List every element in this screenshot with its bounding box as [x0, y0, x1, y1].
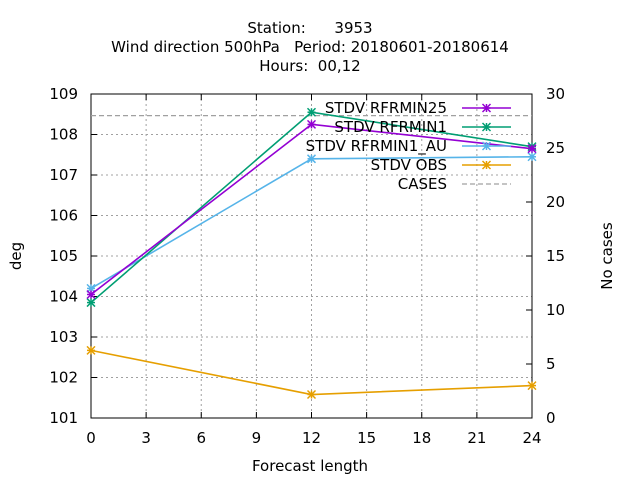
- y2-axis-label: No cases: [598, 222, 616, 290]
- data-point: [527, 152, 537, 162]
- legend-marker: [481, 141, 492, 151]
- title-line: Station: 3953: [247, 19, 372, 37]
- data-point: [306, 154, 317, 164]
- y-axis: 101 102 103 104 105 106 107 108 109: [49, 85, 97, 427]
- y-tick-label: 102: [49, 369, 78, 387]
- y-tick-label: 104: [49, 288, 78, 306]
- x-tick-label: 3: [141, 429, 151, 447]
- x-tick-label: 15: [357, 429, 376, 447]
- data-point: [527, 144, 537, 154]
- series: [86, 107, 537, 400]
- legend-label: CASES: [398, 175, 447, 193]
- grid: [91, 94, 532, 418]
- y2-tick-label: 5: [546, 355, 556, 373]
- x-tick-label: 24: [522, 429, 541, 447]
- series-line: [90, 155, 533, 290]
- y-tick-label: 107: [49, 166, 78, 184]
- x-tick-label: 6: [196, 429, 206, 447]
- legend-marker: [481, 103, 492, 113]
- y2-axis: 0 5 10 15 20 25 30: [526, 85, 565, 427]
- title-line: Wind direction 500hPa Period: 20180601-2…: [111, 38, 509, 56]
- legend-label: STDV RFRMIN1_AU: [306, 137, 447, 156]
- y-tick-label: 106: [49, 207, 78, 225]
- data-point: [86, 289, 96, 300]
- x-tick-label: 0: [86, 429, 96, 447]
- y2-tick-label: 10: [546, 301, 565, 319]
- data-point: [306, 119, 317, 129]
- data-point: [527, 381, 537, 391]
- x-tick-label: 9: [252, 429, 262, 447]
- y2-tick-label: 15: [546, 247, 565, 265]
- data-point: [86, 345, 96, 355]
- y2-tick-label: 25: [546, 139, 565, 157]
- legend-marker: [481, 160, 492, 170]
- y2-tick-label: 30: [546, 85, 565, 103]
- x-tick-label: 21: [467, 429, 486, 447]
- y2-tick-label: 0: [546, 409, 556, 427]
- y2-tick-label: 20: [546, 193, 565, 211]
- legend-label: STDV RFRMIN1: [334, 118, 447, 136]
- y-tick-label: 108: [49, 126, 78, 144]
- series-line: [90, 349, 533, 396]
- title-line: Hours: 00,12: [259, 57, 360, 75]
- y-tick-label: 105: [49, 247, 78, 265]
- legend-label: STDV RFRMIN25: [325, 99, 447, 117]
- y-tick-label: 109: [49, 85, 78, 103]
- data-point: [306, 107, 317, 117]
- data-point: [86, 298, 96, 308]
- x-axis-label: Forecast length: [252, 457, 368, 475]
- x-axis: 0 3 6 9 12 15 18 21 24: [86, 94, 542, 447]
- legend-marker: [481, 122, 492, 132]
- data-point: [306, 389, 317, 400]
- legend-label: STDV OBS: [371, 156, 447, 174]
- y-tick-label: 101: [49, 409, 78, 427]
- y-axis-label: deg: [7, 242, 25, 270]
- x-tick-label: 18: [412, 429, 431, 447]
- x-tick-label: 12: [302, 429, 321, 447]
- y-tick-label: 103: [49, 328, 78, 346]
